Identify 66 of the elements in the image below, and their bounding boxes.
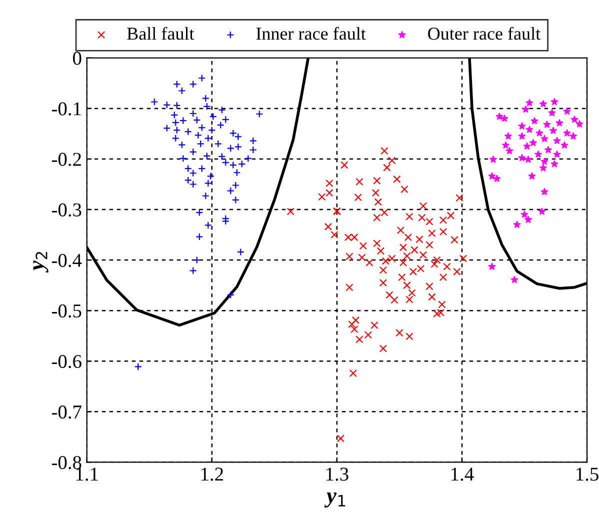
x-axis-title: y$_{1}$ (324, 492, 346, 508)
legend-label: Inner race fault (256, 26, 366, 40)
point (534, 150, 542, 158)
point (502, 142, 510, 149)
point (540, 134, 548, 142)
y-tick-label: -0.6 (52, 354, 82, 368)
point (490, 156, 497, 163)
y-tick-label: -0.7 (52, 405, 82, 419)
point (550, 126, 557, 134)
point (543, 120, 551, 128)
point (570, 116, 578, 123)
y-tick-label: -0.4 (52, 254, 82, 268)
point (506, 147, 514, 154)
point (500, 114, 508, 122)
point (496, 112, 504, 120)
x-tick-label: 1.2 (201, 468, 223, 481)
point (548, 109, 556, 116)
point (576, 120, 584, 128)
y-tick-label: -0.1 (52, 102, 81, 116)
point (522, 106, 530, 113)
point (560, 142, 568, 149)
point (550, 160, 558, 168)
point (540, 100, 547, 108)
x-tick-label: 1.1 (76, 468, 98, 481)
point (563, 108, 571, 115)
point (544, 146, 552, 154)
y-axis-title: y$_{2}$ (33, 252, 48, 273)
point (526, 126, 534, 133)
point (510, 276, 518, 283)
point (524, 216, 532, 223)
point (518, 122, 526, 130)
point (504, 132, 512, 140)
point (530, 138, 537, 146)
point (538, 208, 546, 215)
point (530, 117, 538, 124)
point (524, 156, 532, 163)
point (553, 150, 561, 158)
point (540, 158, 548, 165)
point (493, 174, 501, 182)
x-tick-label: 1.5 (576, 468, 598, 481)
legend-label: Ball fault (127, 26, 194, 40)
y-tick-label: -0.8 (52, 456, 82, 470)
point (550, 98, 558, 106)
point (488, 172, 496, 180)
point (563, 129, 571, 136)
point (513, 220, 521, 228)
point (526, 99, 534, 106)
point (540, 188, 548, 196)
y-tick-label: -0.5 (52, 304, 82, 318)
point (518, 132, 526, 140)
point (536, 129, 544, 136)
point (556, 119, 564, 126)
point (540, 164, 547, 172)
y-tick-label: 0 (73, 52, 82, 65)
point (518, 154, 526, 162)
x-tick-label: 1.3 (326, 468, 348, 481)
y-tick-label: -0.3 (52, 203, 82, 217)
point (528, 172, 536, 180)
point (523, 142, 531, 150)
point (570, 132, 577, 140)
point (553, 136, 561, 144)
legend-label: Outer race fault (428, 26, 540, 40)
point (488, 262, 496, 270)
point (520, 210, 528, 218)
y-tick-label: -0.2 (52, 152, 81, 166)
x-tick-label: 1.4 (452, 468, 474, 481)
